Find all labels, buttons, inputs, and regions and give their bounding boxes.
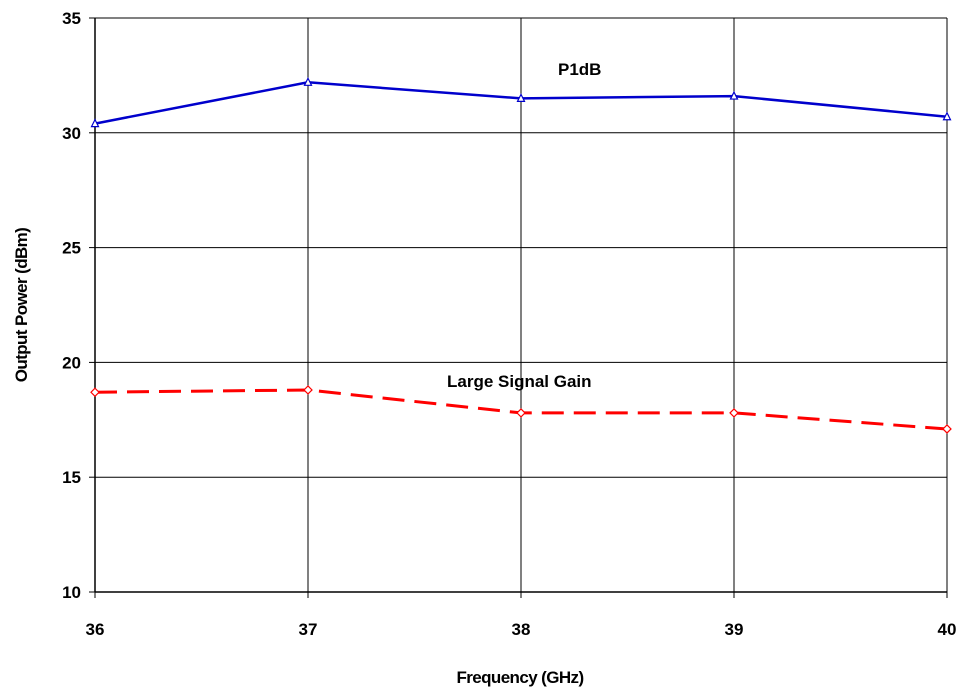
data-point-diamond <box>516 408 526 418</box>
x-tick-label: 38 <box>512 620 531 639</box>
y-tick-label: 30 <box>62 124 81 143</box>
series-label-p1db: P1dB <box>558 60 601 79</box>
x-tick-label: 36 <box>86 620 105 639</box>
data-point-triangle <box>942 111 952 121</box>
series-label-large-signal-gain: Large Signal Gain <box>447 372 592 391</box>
y-tick-labels: 10 15 20 25 30 35 <box>62 9 81 602</box>
y-tick-label: 15 <box>62 468 81 487</box>
y-tick-label: 35 <box>62 9 81 28</box>
x-tick-label: 37 <box>299 620 318 639</box>
series-1 <box>90 385 952 434</box>
data-point-diamond <box>90 387 100 398</box>
y-tick-label: 20 <box>62 353 81 372</box>
y-tick-label: 25 <box>62 239 81 258</box>
y-tick-label: 10 <box>62 583 81 602</box>
data-point-triangle <box>303 76 313 86</box>
data-point-triangle <box>90 118 100 128</box>
x-tick-label: 39 <box>725 620 744 639</box>
y-axis-title: Output Power (dBm) <box>12 228 31 382</box>
data-point-triangle <box>729 90 739 100</box>
x-tick-label: 40 <box>938 620 957 639</box>
x-axis-title: Frequency (GHz) <box>456 668 583 687</box>
x-tick-labels: 36 37 38 39 40 <box>86 620 957 639</box>
data-point-diamond <box>729 408 739 418</box>
data-point-diamond <box>942 424 952 434</box>
series-0 <box>90 76 952 128</box>
axes <box>89 17 948 598</box>
series-layer <box>90 76 952 434</box>
data-point-diamond <box>303 385 313 395</box>
data-point-triangle <box>516 93 526 102</box>
